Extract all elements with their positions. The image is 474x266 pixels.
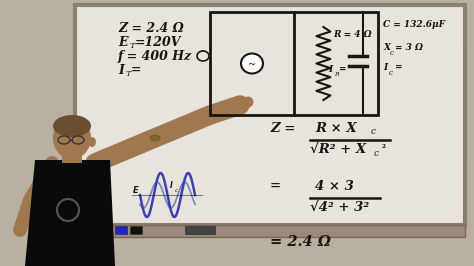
Text: =: = [270,180,281,193]
Text: C = 132.6μF: C = 132.6μF [383,20,445,29]
Text: √R² + X: √R² + X [310,144,366,157]
Text: c: c [175,188,178,193]
Bar [75,126,465,137]
Bar [75,60,465,71]
Bar [75,27,465,38]
Ellipse shape [53,115,91,137]
Text: =: = [131,64,142,77]
Ellipse shape [241,53,263,73]
Text: I: I [328,65,333,74]
Bar [75,181,465,192]
Text: ²: ² [382,144,386,153]
Bar [75,82,465,93]
Bar [75,5,465,225]
Text: Z = 2.4 Ω: Z = 2.4 Ω [118,22,184,35]
Ellipse shape [53,117,91,159]
Bar [185,226,215,234]
Text: 4 × 3: 4 × 3 [315,180,354,193]
Text: I: I [383,63,387,72]
Bar [75,5,465,16]
Bar [75,214,465,225]
Bar [75,137,465,148]
Text: c: c [390,49,394,57]
Bar [75,115,465,126]
Text: I: I [170,181,173,190]
Text: T: T [126,70,132,78]
Text: E: E [118,36,128,49]
Bar [75,170,465,181]
Bar [75,93,465,104]
Bar [75,192,465,203]
Polygon shape [25,160,115,266]
Bar [130,226,142,234]
Bar [75,49,465,60]
Text: f = 400 Hz: f = 400 Hz [118,50,192,63]
Bar [75,71,465,82]
Text: E: E [133,186,139,195]
Text: =: = [338,65,346,74]
Bar [115,226,127,234]
Text: c: c [389,69,393,77]
Bar [75,38,465,49]
Text: R = 4 Ω: R = 4 Ω [333,30,372,39]
Text: c: c [374,149,379,158]
Text: Z =: Z = [270,122,295,135]
Bar [100,226,112,234]
Bar [75,104,465,115]
Text: = 3 Ω: = 3 Ω [395,43,423,52]
Text: R × X: R × X [315,122,356,135]
Text: =120V: =120V [135,36,182,49]
Bar [62,148,82,163]
Text: √4² + 3²: √4² + 3² [310,202,369,215]
Text: ~: ~ [199,48,205,54]
Text: c: c [371,127,376,136]
Text: T: T [130,42,136,50]
Bar [210,12,378,115]
Text: = 2.4 Ω: = 2.4 Ω [270,235,331,249]
Text: R: R [334,72,339,77]
Text: =: = [394,63,401,72]
Text: X: X [383,43,390,52]
Bar [75,225,465,237]
Bar [75,203,465,214]
Ellipse shape [88,137,96,147]
Bar [75,148,465,159]
Bar [75,16,465,27]
Text: I: I [118,64,124,77]
Ellipse shape [150,135,160,141]
Text: ~: ~ [248,60,256,69]
Bar [75,159,465,170]
